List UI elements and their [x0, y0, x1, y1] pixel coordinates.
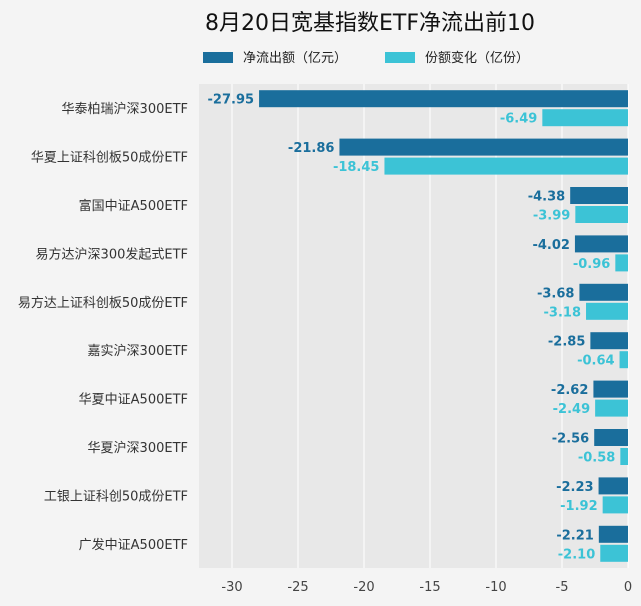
data-label-s1-3: -0.96	[573, 257, 610, 272]
data-label-s0-0: -27.95	[208, 93, 255, 108]
x-tick-label-5: -5	[556, 580, 569, 595]
data-label-s1-9: -2.10	[558, 547, 595, 562]
data-label-s0-8: -2.23	[556, 480, 593, 495]
x-tick-label-3: -15	[419, 580, 440, 595]
bar-s0-8	[598, 477, 628, 495]
bars	[259, 90, 628, 562]
x-tick-label-6: 0	[624, 580, 632, 595]
bar-s1-4	[586, 302, 628, 320]
data-label-s1-1: -18.45	[333, 160, 380, 175]
bar-s0-3	[574, 235, 628, 253]
data-label-s1-0: -6.49	[500, 112, 537, 127]
plot-area	[199, 84, 628, 568]
data-label-s1-8: -1.92	[560, 499, 597, 514]
chart-title: 8月20日宽基指数ETF净流出前10	[205, 11, 535, 36]
category-label-0: 华泰柏瑞沪深300ETF	[62, 101, 188, 117]
x-axis: -30 -25 -20 -15 -10 -5 0	[221, 580, 632, 595]
bar-s0-9	[598, 525, 628, 543]
x-tick-label-0: -30	[221, 580, 242, 595]
bar-s0-7	[594, 429, 628, 446]
data-label-s0-9: -2.21	[556, 528, 593, 543]
bar-s1-0	[542, 109, 628, 127]
legend: 净流出额（亿元） 份额变化（亿份）	[203, 50, 529, 66]
bar-s0-6	[593, 380, 628, 398]
category-label-4: 易方达上证科创板50成份ETF	[18, 295, 188, 311]
bar-s1-3	[615, 254, 628, 272]
bar-s0-2	[570, 187, 628, 204]
data-label-s1-5: -0.64	[577, 354, 614, 369]
category-label-9: 广发中证A500ETF	[79, 537, 188, 553]
x-tick-label-2: -20	[353, 580, 374, 595]
data-label-s0-5: -2.85	[548, 335, 585, 350]
bar-s1-8	[602, 496, 628, 514]
bar-s1-9	[600, 544, 628, 562]
category-labels: 华泰柏瑞沪深300ETF 华夏上证科创板50成份ETF 富国中证A500ETF 易方达…	[18, 101, 188, 553]
x-tick-label-4: -10	[485, 580, 506, 595]
legend-swatch-0	[203, 52, 233, 63]
bar-s0-5	[590, 332, 628, 350]
data-label-s0-1: -21.86	[288, 141, 335, 156]
bar-s1-6	[595, 399, 628, 417]
bar-s0-1	[339, 138, 628, 156]
data-label-s0-6: -2.62	[551, 383, 588, 398]
category-label-2: 富国中证A500ETF	[79, 198, 188, 214]
category-label-7: 华夏沪深300ETF	[88, 440, 188, 456]
category-label-1: 华夏上证科创板50成份ETF	[31, 151, 188, 166]
category-label-5: 嘉实沪深300ETF	[88, 343, 188, 359]
data-label-s0-3: -4.02	[532, 238, 569, 253]
bar-s1-1	[384, 157, 628, 175]
data-label-s0-2: -4.38	[528, 190, 565, 205]
data-label-s0-4: -3.68	[537, 286, 574, 301]
x-tick-label-1: -25	[287, 580, 308, 595]
data-label-s1-7: -0.58	[578, 451, 615, 466]
category-label-3: 易方达沪深300发起式ETF	[36, 246, 188, 262]
data-label-s1-2: -3.99	[533, 209, 570, 224]
bar-labels: -27.95 -6.49 -21.86 -18.45 -4.38 -3.99 -4.02 -0…	[208, 93, 616, 563]
legend-swatch-1	[385, 52, 415, 63]
bar-s1-5	[619, 351, 628, 369]
bar-s0-4	[579, 283, 628, 301]
bar-s1-2	[575, 206, 628, 223]
category-label-6: 华夏中证A500ETF	[79, 393, 188, 408]
data-label-s0-7: -2.56	[552, 432, 589, 447]
legend-label-1: 份额变化（亿份）	[425, 50, 529, 66]
data-label-s1-4: -3.18	[544, 305, 581, 320]
bar-s0-0	[259, 90, 628, 108]
legend-label-0: 净流出额（亿元）	[243, 51, 347, 66]
category-label-8: 工银上证科创50成份ETF	[44, 489, 188, 504]
data-label-s1-6: -2.49	[553, 402, 590, 417]
bar-s1-7	[620, 448, 628, 465]
